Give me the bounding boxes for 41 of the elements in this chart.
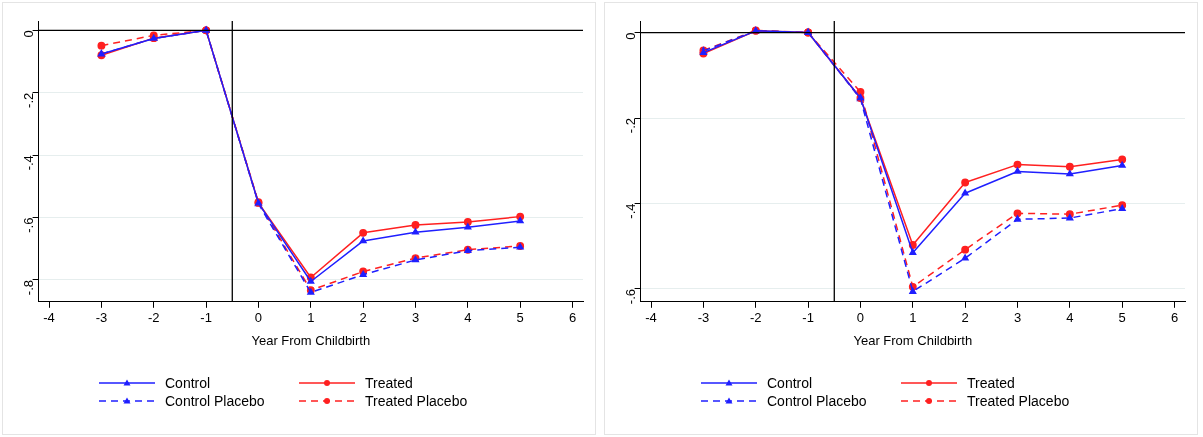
x-tick-label: 4 (1066, 310, 1074, 326)
x-tick-label: 5 (1118, 310, 1126, 326)
legend-label: Control Placebo (767, 393, 867, 409)
legend-label: Treated (365, 375, 413, 391)
x-tick-label: 1 (307, 310, 315, 326)
legend-label: Treated (967, 375, 1015, 391)
x-tick-label: 3 (411, 310, 420, 326)
x-tick-label: -3 (697, 310, 710, 326)
x-tick-label: -2 (749, 310, 762, 326)
y-tick-label: -.4 (21, 155, 37, 171)
x-tick-label: -1 (802, 310, 814, 326)
x-tick-label: 0 (254, 310, 263, 326)
legend-label: Treated Placebo (967, 393, 1070, 409)
x-tick-label: -1 (200, 310, 212, 326)
legend-label: Control Placebo (165, 393, 265, 409)
y-tick-label: -.2 (21, 92, 37, 108)
x-tick-label: 0 (856, 310, 865, 326)
x-axis-title: Year From Childbirth (251, 332, 371, 348)
x-tick-label: 4 (464, 310, 472, 326)
legend-label: Control (767, 375, 813, 391)
x-tick-label: -3 (95, 310, 108, 326)
y-tick-label: -.6 (21, 217, 37, 233)
x-tick-label: -4 (43, 310, 55, 326)
y-tick-label: -.8 (21, 279, 37, 296)
legend-label: Control (165, 375, 211, 391)
x-tick-label: 6 (1170, 310, 1179, 326)
y-tick-label: 0 (623, 32, 639, 40)
legend-label: Treated Placebo (365, 393, 468, 409)
x-tick-label: 3 (1013, 310, 1022, 326)
x-tick-label: -2 (147, 310, 160, 326)
x-tick-label: 1 (909, 310, 917, 326)
x-tick-label: -4 (645, 310, 657, 326)
x-tick-label: 2 (961, 310, 969, 326)
x-tick-label: 5 (516, 310, 524, 326)
x-axis-title: Year From Childbirth (853, 332, 973, 348)
y-tick-label: 0 (21, 30, 37, 38)
y-tick-label: -.6 (623, 288, 639, 305)
x-tick-label: 6 (568, 310, 577, 326)
y-tick-label: -.2 (623, 118, 639, 134)
x-tick-label: 2 (359, 310, 367, 326)
y-tick-label: -.4 (623, 203, 639, 219)
